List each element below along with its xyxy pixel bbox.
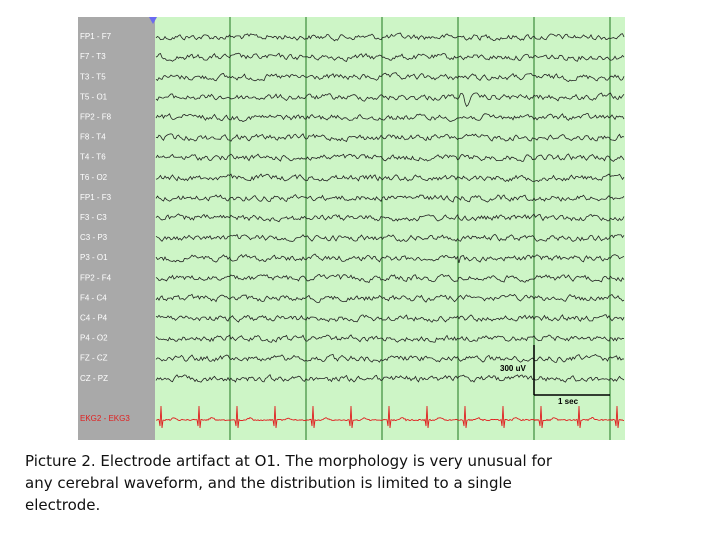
channel-label: C4 - P4 — [80, 314, 108, 323]
caption-line: electrode. — [25, 496, 101, 514]
channel-label: CZ - PZ — [80, 374, 108, 383]
marker — [149, 17, 157, 24]
eeg-trace — [155, 32, 625, 42]
channel-label: F7 - T3 — [80, 52, 106, 61]
time-scale-label: 1 sec — [558, 397, 579, 406]
ekg-label: EKG2 - EKG3 — [80, 414, 130, 423]
caption-line: any cerebral waveform, and the distribut… — [25, 474, 512, 492]
ekg-trace — [155, 405, 625, 429]
channel-label: T5 - O1 — [80, 92, 108, 101]
channel-label: FP2 - F4 — [80, 273, 112, 282]
eeg-trace — [155, 194, 625, 203]
caption-line: Picture 2. Electrode artifact at O1. The… — [25, 452, 553, 470]
channel-label: T6 - O2 — [80, 173, 108, 182]
eeg-trace — [155, 113, 625, 122]
channel-label: FP1 - F3 — [80, 193, 112, 202]
trace-area — [155, 17, 625, 440]
label-column — [78, 17, 155, 440]
eeg-trace — [155, 92, 625, 107]
eeg-trace — [155, 374, 625, 383]
channel-label: T4 - T6 — [80, 153, 106, 162]
eeg-trace — [155, 52, 625, 63]
eeg-trace — [155, 274, 625, 284]
channel-label: T3 - T5 — [80, 72, 106, 81]
eeg-trace — [155, 353, 625, 363]
channel-label: P4 - O2 — [80, 334, 108, 343]
channel-label: FZ - CZ — [80, 354, 108, 363]
eeg-trace — [155, 334, 625, 343]
eeg-trace — [155, 293, 625, 304]
channel-label: P3 - O1 — [80, 253, 108, 262]
eeg-trace — [155, 314, 625, 323]
eeg-trace — [155, 213, 625, 223]
eeg-trace — [155, 133, 625, 143]
channel-label: F8 - T4 — [80, 133, 106, 142]
channel-label: F4 - C4 — [80, 293, 107, 302]
channel-label: F3 - C3 — [80, 213, 107, 222]
eeg-trace — [155, 173, 625, 183]
channel-label: C3 - P3 — [80, 233, 108, 242]
eeg-trace — [155, 153, 625, 162]
eeg-figure: 300 uV 1 sec FP1 - F7 F7 - T3 T3 - T5 T5 - … — [78, 17, 625, 440]
amplitude-scale-label: 300 uV — [500, 364, 526, 373]
channel-label: FP1 - F7 — [80, 32, 112, 41]
eeg-trace — [155, 253, 625, 263]
eeg-trace — [155, 233, 625, 242]
eeg-trace — [155, 72, 625, 82]
channel-label: FP2 - F8 — [80, 113, 112, 122]
